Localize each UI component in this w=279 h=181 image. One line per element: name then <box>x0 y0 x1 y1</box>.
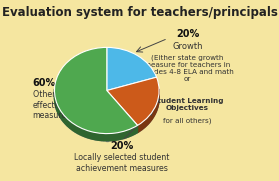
Polygon shape <box>126 130 128 138</box>
Polygon shape <box>158 96 159 104</box>
Polygon shape <box>130 128 132 136</box>
Polygon shape <box>67 119 69 127</box>
Polygon shape <box>59 109 60 117</box>
Polygon shape <box>58 106 59 114</box>
Text: 20%: 20% <box>110 141 134 151</box>
Text: Student Learning
Objectives: Student Learning Objectives <box>152 98 223 111</box>
Polygon shape <box>138 89 159 132</box>
Polygon shape <box>152 110 153 119</box>
Polygon shape <box>66 117 67 126</box>
Polygon shape <box>142 121 143 130</box>
Polygon shape <box>86 130 88 138</box>
Polygon shape <box>97 133 100 140</box>
Polygon shape <box>149 115 150 123</box>
Text: for all others): for all others) <box>163 117 212 124</box>
Polygon shape <box>120 132 122 139</box>
Polygon shape <box>84 129 86 137</box>
Text: Growth: Growth <box>172 42 203 51</box>
Text: Evaluation system for teachers/principals: Evaluation system for teachers/principal… <box>2 6 277 19</box>
Polygon shape <box>80 128 82 136</box>
Text: 20%: 20% <box>176 30 199 39</box>
Polygon shape <box>145 119 146 127</box>
Polygon shape <box>93 132 95 140</box>
Polygon shape <box>150 113 151 122</box>
Text: Other teacher
effectiveness
measures: Other teacher effectiveness measures <box>33 90 88 120</box>
Polygon shape <box>118 132 120 140</box>
Wedge shape <box>54 47 138 134</box>
Polygon shape <box>156 104 157 113</box>
Polygon shape <box>114 133 116 140</box>
Polygon shape <box>69 120 70 129</box>
Polygon shape <box>146 117 148 126</box>
Polygon shape <box>155 106 156 114</box>
Polygon shape <box>78 127 80 135</box>
Polygon shape <box>135 126 137 134</box>
Polygon shape <box>54 89 138 141</box>
Polygon shape <box>82 128 84 136</box>
Polygon shape <box>57 104 58 113</box>
Polygon shape <box>90 131 92 139</box>
Polygon shape <box>108 134 110 141</box>
Polygon shape <box>137 125 139 133</box>
Wedge shape <box>107 77 159 125</box>
Wedge shape <box>107 47 157 90</box>
Polygon shape <box>64 115 65 123</box>
Polygon shape <box>139 124 140 132</box>
Polygon shape <box>62 113 64 122</box>
Polygon shape <box>116 132 118 140</box>
Polygon shape <box>56 101 57 110</box>
Polygon shape <box>102 133 104 141</box>
Polygon shape <box>88 131 90 138</box>
Polygon shape <box>110 133 112 141</box>
Polygon shape <box>132 128 134 136</box>
Polygon shape <box>106 134 108 141</box>
Text: Locally selected student
achievement measures: Locally selected student achievement mea… <box>74 153 170 173</box>
Polygon shape <box>134 127 135 135</box>
Polygon shape <box>154 107 155 116</box>
Polygon shape <box>140 123 142 131</box>
Polygon shape <box>55 97 56 106</box>
Polygon shape <box>128 129 130 137</box>
Polygon shape <box>72 123 73 131</box>
Polygon shape <box>104 134 106 141</box>
Polygon shape <box>143 120 145 129</box>
Polygon shape <box>75 125 76 133</box>
Polygon shape <box>92 132 93 139</box>
Polygon shape <box>95 132 97 140</box>
Polygon shape <box>61 112 62 121</box>
Polygon shape <box>65 116 66 125</box>
Polygon shape <box>112 133 114 141</box>
Text: (Either state growth
measure for teachers in
grades 4-8 ELA and math
or: (Either state growth measure for teacher… <box>141 55 233 82</box>
Polygon shape <box>153 109 154 117</box>
Polygon shape <box>100 133 102 141</box>
Polygon shape <box>70 121 72 130</box>
Text: 60%: 60% <box>33 78 56 88</box>
Polygon shape <box>76 126 78 134</box>
Polygon shape <box>122 131 124 139</box>
Polygon shape <box>60 110 61 119</box>
Polygon shape <box>151 112 152 121</box>
Polygon shape <box>73 124 75 132</box>
Polygon shape <box>157 101 158 110</box>
Polygon shape <box>148 116 149 125</box>
Polygon shape <box>124 131 126 138</box>
